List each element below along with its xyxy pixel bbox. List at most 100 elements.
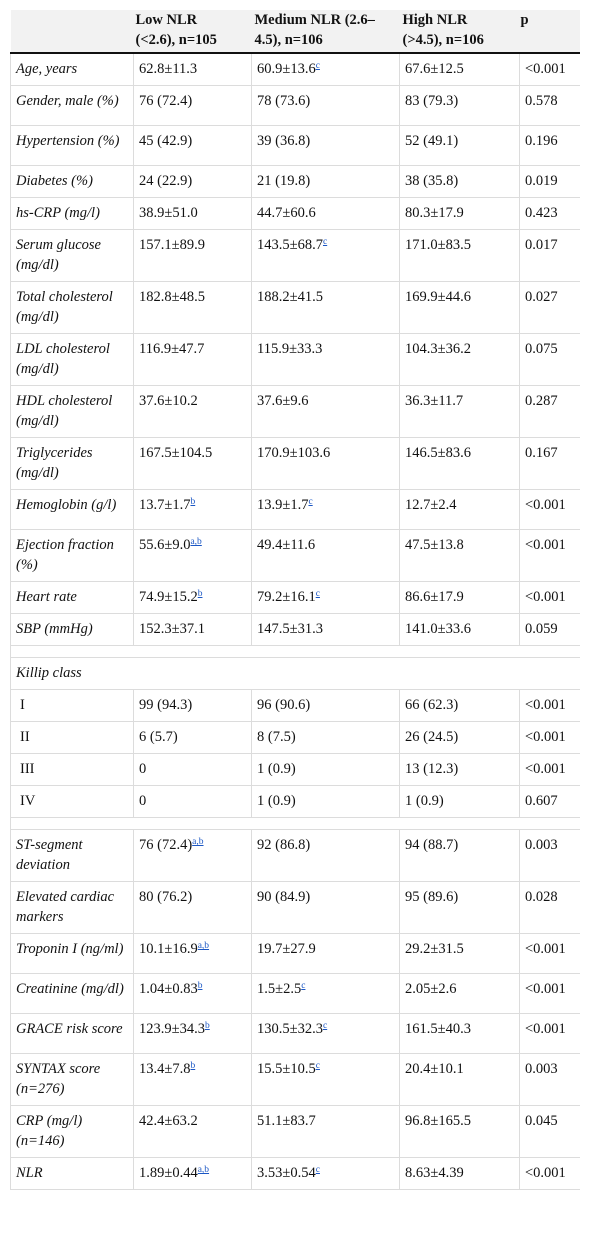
- cell-value: 78 (73.6): [257, 93, 311, 109]
- table-row: LDL cholesterol (mg/dl) 116.9±47.7 115.9±3…: [10, 333, 580, 386]
- footnote-link[interactable]: b: [197, 981, 203, 991]
- spacer-cell: [10, 645, 580, 658]
- medium-nlr-cell: 8 (7.5): [251, 721, 400, 754]
- footnote-link[interactable]: c: [308, 497, 313, 507]
- cell-value: 96 (90.6): [257, 697, 311, 713]
- table-body: Age, years 62.8±11.3 60.9±13.6c 67.6±12.5 <0…: [10, 52, 580, 1190]
- high-nlr-cell: 141.0±33.6: [399, 613, 520, 646]
- low-nlr-cell: 76 (72.4)a,b: [133, 829, 252, 882]
- low-nlr-cell: 74.9±15.2b: [133, 581, 252, 614]
- p-value-cell: <0.001: [519, 933, 580, 974]
- cell-value: 44.7±60.6: [257, 205, 316, 221]
- cell-value: 188.2±41.5: [257, 289, 323, 305]
- high-nlr-cell: 80.3±17.9: [399, 197, 520, 230]
- p-value-cell: 0.027: [519, 281, 580, 334]
- footnote-link[interactable]: a,b: [197, 941, 210, 951]
- row-label: HDL cholesterol (mg/dl): [10, 385, 134, 438]
- medium-nlr-cell: 147.5±31.3: [251, 613, 400, 646]
- table-row: Creatinine (mg/dl) 1.04±0.83b 1.5±2.5c 2.05…: [10, 973, 580, 1014]
- cell-value: 1.04±0.83: [139, 981, 198, 997]
- cell-value: 6 (5.7): [139, 729, 178, 745]
- table-row: GRACE risk score 123.9±34.3b 130.5±32.3c 16…: [10, 1013, 580, 1054]
- low-nlr-cell: 0: [133, 753, 252, 786]
- high-nlr-cell: 104.3±36.2: [399, 333, 520, 386]
- low-nlr-cell: 24 (22.9): [133, 165, 252, 198]
- row-label: Triglycerides (mg/dl): [10, 437, 134, 490]
- cell-value: 62.8±11.3: [139, 61, 198, 77]
- footnote-link[interactable]: b: [204, 1021, 210, 1031]
- high-nlr-cell: 1 (0.9): [399, 785, 520, 818]
- medium-nlr-cell: 15.5±10.5c: [251, 1053, 400, 1106]
- p-value-cell: <0.001: [519, 1013, 580, 1054]
- footnote-link[interactable]: b: [190, 1061, 196, 1071]
- cell-value: 95 (89.6): [405, 889, 459, 905]
- high-nlr-cell: 161.5±40.3: [399, 1013, 520, 1054]
- cell-value: 38.9±51.0: [139, 205, 198, 221]
- cell-value: 21 (19.8): [257, 173, 311, 189]
- table-row: Triglycerides (mg/dl) 167.5±104.5 170.9±10…: [10, 437, 580, 490]
- p-value-cell: 0.028: [519, 881, 580, 934]
- footnote-link[interactable]: c: [322, 1021, 328, 1031]
- p-value-cell: <0.001: [519, 973, 580, 1014]
- row-label: I: [10, 689, 134, 722]
- p-value-cell: <0.001: [519, 489, 580, 530]
- p-value-cell: <0.001: [519, 581, 580, 614]
- cell-value: 15.5±10.5: [257, 1061, 316, 1077]
- cell-value: 47.5±13.8: [405, 537, 464, 553]
- low-nlr-cell: 10.1±16.9a,b: [133, 933, 252, 974]
- footnote-link[interactable]: a,b: [197, 1165, 210, 1175]
- row-label: LDL cholesterol (mg/dl): [10, 333, 134, 386]
- p-value-cell: 0.607: [519, 785, 580, 818]
- cell-value: 170.9±103.6: [257, 445, 331, 461]
- footnote-link[interactable]: c: [322, 237, 328, 247]
- low-nlr-cell: 182.8±48.5: [133, 281, 252, 334]
- cell-value: 29.2±31.5: [405, 941, 464, 957]
- cell-value: 8 (7.5): [257, 729, 296, 745]
- table-row: CRP (mg/l) (n=146) 42.4±63.2 51.1±83.7 96.8…: [10, 1105, 580, 1158]
- medium-nlr-cell: 1 (0.9): [251, 753, 400, 786]
- cell-value: 161.5±40.3: [405, 1021, 471, 1037]
- cell-value: 38 (35.8): [405, 173, 459, 189]
- cell-value: 0: [139, 761, 147, 777]
- cell-value: 1.5±2.5: [257, 981, 302, 997]
- footnote-link[interactable]: c: [315, 1165, 320, 1175]
- cell-value: 13.4±7.8: [139, 1061, 191, 1077]
- cell-value: 67.6±12.5: [405, 61, 464, 77]
- high-nlr-cell: 12.7±2.4: [399, 489, 520, 530]
- table-row: Serum glucose (mg/dl) 157.1±89.9 143.5±68.…: [10, 229, 580, 282]
- medium-nlr-cell: 60.9±13.6c: [251, 52, 400, 86]
- low-nlr-cell: 1.04±0.83b: [133, 973, 252, 1014]
- footnote-link[interactable]: c: [315, 589, 320, 599]
- header-p-value: p: [519, 10, 580, 54]
- row-label: Hypertension (%): [10, 125, 134, 166]
- high-nlr-cell: 67.6±12.5: [399, 52, 520, 86]
- row-label: GRACE risk score: [10, 1013, 134, 1054]
- row-label: ST-segment deviation: [10, 829, 134, 882]
- cell-value: 12.7±2.4: [405, 497, 457, 513]
- row-label: SYNTAX score (n=276): [10, 1053, 134, 1106]
- footnote-link[interactable]: b: [190, 497, 196, 507]
- table-row: Heart rate 74.9±15.2b 79.2±16.1c 86.6±17.9 <…: [10, 581, 580, 614]
- footnote-link[interactable]: a,b: [190, 537, 202, 547]
- cell-value: 13 (12.3): [405, 761, 459, 777]
- footnote-link[interactable]: c: [301, 981, 306, 991]
- footnote-link[interactable]: b: [197, 589, 203, 599]
- p-value-cell: 0.196: [519, 125, 580, 166]
- cell-value: 42.4±63.2: [139, 1113, 198, 1129]
- p-value-cell: 0.003: [519, 829, 580, 882]
- header-high-nlr: High NLR (>4.5), n=106: [399, 10, 520, 54]
- medium-nlr-cell: 3.53±0.54c: [251, 1157, 400, 1190]
- p-value-cell: <0.001: [519, 721, 580, 754]
- footnote-link[interactable]: a,b: [192, 837, 204, 847]
- high-nlr-cell: 171.0±83.5: [399, 229, 520, 282]
- cell-value: 152.3±37.1: [139, 621, 205, 637]
- cell-value: 80.3±17.9: [405, 205, 464, 221]
- cell-value: 115.9±33.3: [257, 341, 323, 357]
- footnote-link[interactable]: c: [315, 1061, 320, 1071]
- medium-nlr-cell: 115.9±33.3: [251, 333, 400, 386]
- cell-value: 20.4±10.1: [405, 1061, 464, 1077]
- row-label: Heart rate: [10, 581, 134, 614]
- footnote-link[interactable]: c: [315, 61, 320, 71]
- table-row: hs-CRP (mg/l) 38.9±51.0 44.7±60.6 80.3±17.9…: [10, 197, 580, 230]
- cell-value: 83 (79.3): [405, 93, 459, 109]
